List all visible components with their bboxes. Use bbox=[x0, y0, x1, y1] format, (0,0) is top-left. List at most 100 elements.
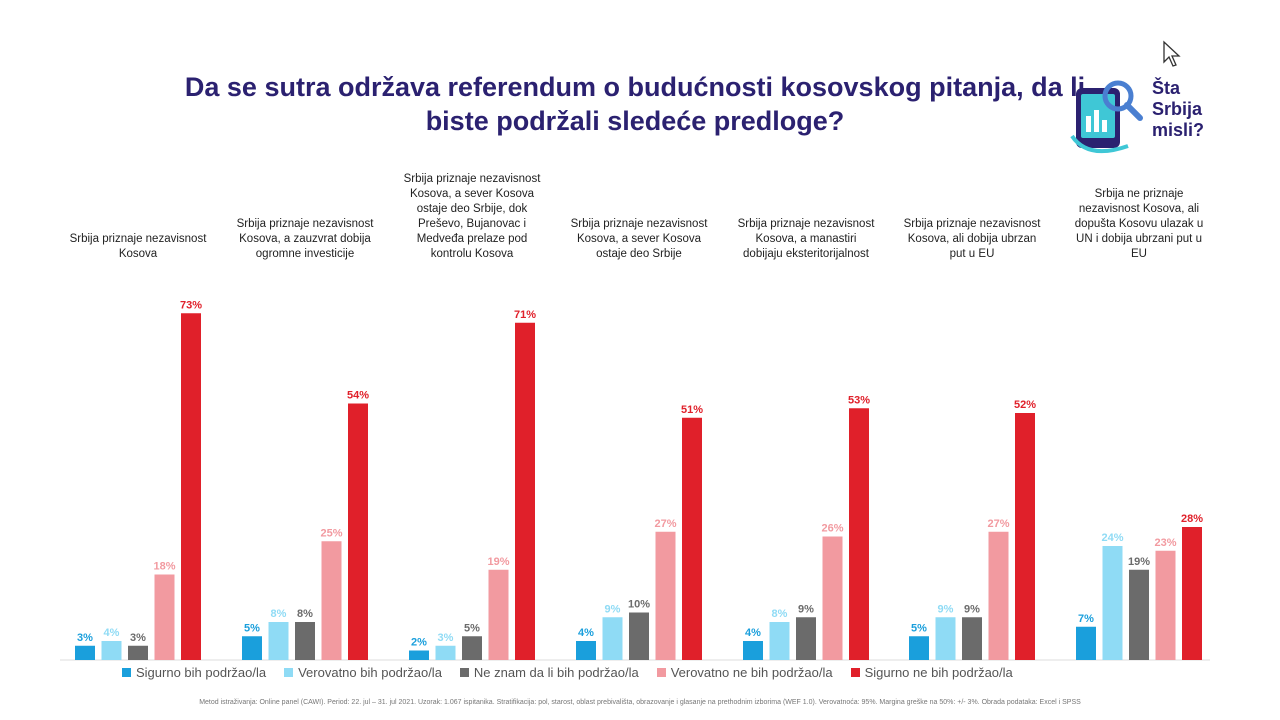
methodology-footnote: Metod istraživanja: Online panel (CAWI).… bbox=[199, 699, 1081, 706]
bar-cat2-series2 bbox=[268, 622, 289, 660]
value-label-cat7-series3: 19% bbox=[1128, 556, 1150, 568]
bar-cat7-series2 bbox=[1102, 546, 1123, 660]
value-label-cat6-series4: 27% bbox=[987, 518, 1009, 530]
bar-cat4-series3 bbox=[629, 612, 649, 660]
value-label-cat6-series2: 9% bbox=[938, 603, 954, 615]
category-label-4: Srbija priznaje nezavisnost Kosova, a se… bbox=[570, 218, 708, 260]
bar-cat1-series4 bbox=[154, 574, 175, 660]
value-label-cat5-series2: 8% bbox=[772, 608, 788, 620]
bar-cat4-series4 bbox=[655, 531, 676, 660]
value-label-cat3-series2: 3% bbox=[438, 632, 454, 644]
value-label-cat6-series3: 9% bbox=[964, 603, 980, 615]
legend-item-5: Sigurno ne bih podržao/la bbox=[850, 664, 1013, 680]
bar-cat6-series5 bbox=[1015, 413, 1035, 660]
category-label-3: Srbija priznaje nezavisnost Kosova, a se… bbox=[403, 173, 541, 260]
bar-cat5-series2 bbox=[769, 622, 790, 660]
logo-line-3: misli? bbox=[1152, 120, 1205, 140]
value-label-cat3-series4: 19% bbox=[487, 556, 509, 568]
legend-label-1: Sigurno bih podržao/la bbox=[136, 664, 267, 680]
bar-cat6-series3 bbox=[962, 617, 982, 660]
bar-cat6-series4 bbox=[988, 531, 1009, 660]
value-label-cat4-series1: 4% bbox=[578, 627, 594, 639]
bar-cat5-series5 bbox=[849, 408, 869, 660]
value-label-cat5-series3: 9% bbox=[798, 603, 814, 615]
value-label-cat1-series1: 3% bbox=[77, 632, 93, 644]
legend-swatch-2 bbox=[284, 667, 294, 677]
value-label-cat2-series1: 5% bbox=[244, 622, 260, 634]
bar-cat7-series5 bbox=[1182, 527, 1202, 660]
bar-cat4-series1 bbox=[576, 641, 596, 660]
logo-line-1: Šta bbox=[1152, 78, 1181, 98]
value-label-cat3-series1: 2% bbox=[411, 637, 427, 649]
value-label-cat2-series3: 8% bbox=[297, 608, 313, 620]
bar-cat5-series4 bbox=[822, 536, 843, 660]
value-label-cat7-series4: 23% bbox=[1154, 537, 1176, 549]
value-label-cat6-series5: 52% bbox=[1014, 399, 1036, 411]
bar-cat4-series2 bbox=[602, 617, 623, 660]
legend-label-2: Verovatno bih podržao/la bbox=[298, 664, 442, 680]
legend-item-1: Sigurno bih podržao/la bbox=[122, 665, 266, 680]
bar-cat1-series3 bbox=[128, 645, 148, 660]
bar-cat3-series2 bbox=[435, 645, 456, 660]
value-label-cat7-series1: 7% bbox=[1078, 613, 1094, 625]
value-label-cat3-series5: 71% bbox=[514, 309, 536, 321]
bar-cat6-series1 bbox=[909, 636, 929, 660]
bar-cat3-series5 bbox=[515, 322, 535, 660]
bar-cat5-series3 bbox=[796, 617, 816, 660]
bar-cat1-series2 bbox=[101, 641, 122, 660]
bar-cat4-series5 bbox=[682, 417, 702, 660]
bar-cat6-series2 bbox=[935, 617, 956, 660]
value-label-cat1-series5: 73% bbox=[180, 299, 202, 311]
value-label-cat3-series3: 5% bbox=[464, 622, 480, 634]
value-label-cat2-series5: 54% bbox=[347, 390, 369, 402]
chart-title: Da se sutra održava referendum o budućno… bbox=[184, 72, 1086, 136]
legend-swatch-1 bbox=[122, 667, 131, 677]
bar-cat1-series1 bbox=[75, 645, 95, 660]
value-label-cat7-series5: 28% bbox=[1181, 513, 1203, 525]
bar-cat3-series4 bbox=[488, 569, 509, 660]
bar-cat2-series4 bbox=[321, 541, 342, 660]
value-label-cat4-series3: 10% bbox=[628, 599, 650, 611]
category-label-5: Srbija priznaje nezavisnost Kosova, a ma… bbox=[737, 218, 875, 260]
value-label-cat1-series3: 3% bbox=[130, 632, 146, 644]
bar-cat2-series5 bbox=[348, 403, 368, 660]
value-label-cat1-series2: 4% bbox=[104, 627, 120, 639]
bar-cat3-series1 bbox=[409, 650, 429, 660]
bar-cat1-series5 bbox=[181, 313, 201, 660]
bar-cat7-series4 bbox=[1155, 550, 1176, 660]
legend-swatch-5 bbox=[850, 667, 860, 677]
category-label-2: Srbija priznaje nezavisnost Kosova, a za… bbox=[236, 218, 374, 260]
bar-cat2-series3 bbox=[295, 622, 315, 660]
logo-icon bbox=[1070, 80, 1143, 154]
mouse-cursor-icon bbox=[1163, 40, 1181, 67]
logo-text: Šta Srbija misli? bbox=[1152, 78, 1204, 141]
legend-label-4: Verovatno ne bih podržao/la bbox=[670, 664, 833, 680]
legend-item-4: Verovatno ne bih podržao/la bbox=[656, 664, 833, 680]
legend-label-3: Ne znam da li bih podržao/la bbox=[473, 664, 639, 680]
bar-cat3-series3 bbox=[462, 636, 482, 660]
value-label-cat2-series4: 25% bbox=[320, 527, 342, 539]
category-label-6: Srbija priznaje nezavisnost Kosova, ali … bbox=[903, 218, 1041, 260]
value-label-cat6-series1: 5% bbox=[911, 622, 927, 634]
value-label-cat5-series5: 53% bbox=[848, 394, 870, 406]
legend-swatch-3 bbox=[459, 667, 469, 677]
value-label-cat4-series4: 27% bbox=[654, 518, 676, 530]
value-label-cat1-series4: 18% bbox=[153, 561, 175, 573]
value-label-cat5-series4: 26% bbox=[821, 523, 843, 535]
bar-cat2-series1 bbox=[242, 636, 262, 660]
value-label-cat2-series2: 8% bbox=[271, 608, 287, 620]
bar-cat7-series3 bbox=[1129, 569, 1149, 660]
bar-cat7-series1 bbox=[1076, 626, 1096, 660]
logo-line-2: Srbija bbox=[1152, 99, 1203, 119]
category-label-7: Srbija ne priznaje nezavisnost Kosova, a… bbox=[1074, 188, 1204, 260]
legend-label-5: Sigurno ne bih podržao/la bbox=[864, 664, 1013, 680]
legend-swatch-4 bbox=[656, 667, 666, 677]
value-label-cat7-series2: 24% bbox=[1101, 532, 1123, 544]
value-label-cat5-series1: 4% bbox=[745, 627, 761, 639]
bar-cat5-series1 bbox=[743, 641, 763, 660]
sta-srbija-misli-logo: Šta Srbija misli? bbox=[1068, 76, 1228, 160]
legend-item-3: Ne znam da li bih podržao/la bbox=[459, 664, 639, 680]
value-label-cat4-series5: 51% bbox=[681, 404, 703, 416]
chart-legend: Sigurno bih podržao/la Verovatno bih podr… bbox=[122, 663, 1031, 681]
